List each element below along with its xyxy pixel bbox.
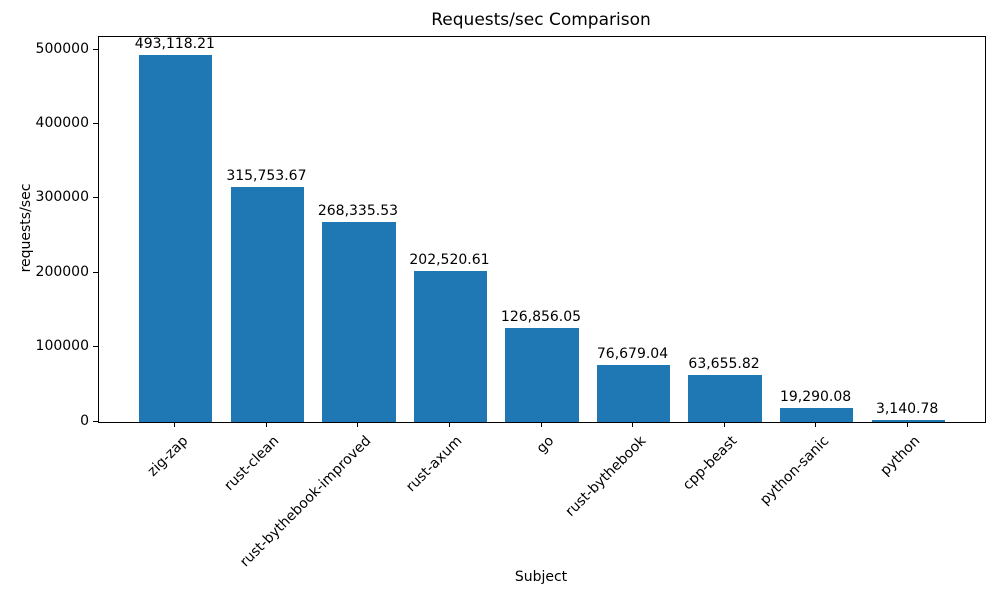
x-tick-mark [540,422,542,427]
chart-title: Requests/sec Comparison [431,10,651,30]
x-tick-mark [265,422,267,427]
bar-value-label: 63,655.82 [688,355,760,372]
y-tick-mark [93,271,98,273]
x-axis-label: Subject [514,569,568,585]
bar-value-label: 268,335.53 [317,203,399,220]
x-tick-mark [723,422,725,427]
bar [230,187,305,422]
bar-value-label: 76,679.04 [596,345,669,362]
bar-value-label: 3,140.78 [875,400,939,417]
x-tick-mark [632,422,634,427]
bar-value-label: 202,520.61 [409,252,490,269]
y-tick-mark [93,346,98,348]
bar [413,271,488,422]
bar [139,55,213,422]
x-tick-mark [174,422,176,427]
y-tick-label: 200000 [35,263,89,280]
bar [688,374,762,422]
bar [322,222,396,422]
y-tick-mark [93,48,98,50]
y-tick-mark [93,123,98,125]
y-tick-mark [93,197,98,199]
x-tick-mark [357,422,359,427]
bar [779,407,854,422]
y-tick-label: 400000 [35,115,89,132]
bar-value-label: 315,753.67 [226,168,307,185]
bar-value-label: 126,856.05 [500,308,582,325]
bar [596,364,671,422]
y-tick-label: 0 [80,412,89,429]
x-tick-mark [906,422,908,427]
bar-value-label: 493,118.21 [134,36,215,53]
bar-value-label: 19,290.08 [779,388,852,405]
x-tick-mark [815,422,817,427]
y-tick-label: 300000 [35,189,89,206]
y-tick-mark [93,420,98,422]
bar [871,419,945,422]
plot-area [98,36,986,423]
y-tick-label: 500000 [35,40,89,57]
y-tick-label: 100000 [35,338,89,355]
bar [505,327,579,422]
x-tick-mark [448,422,450,427]
